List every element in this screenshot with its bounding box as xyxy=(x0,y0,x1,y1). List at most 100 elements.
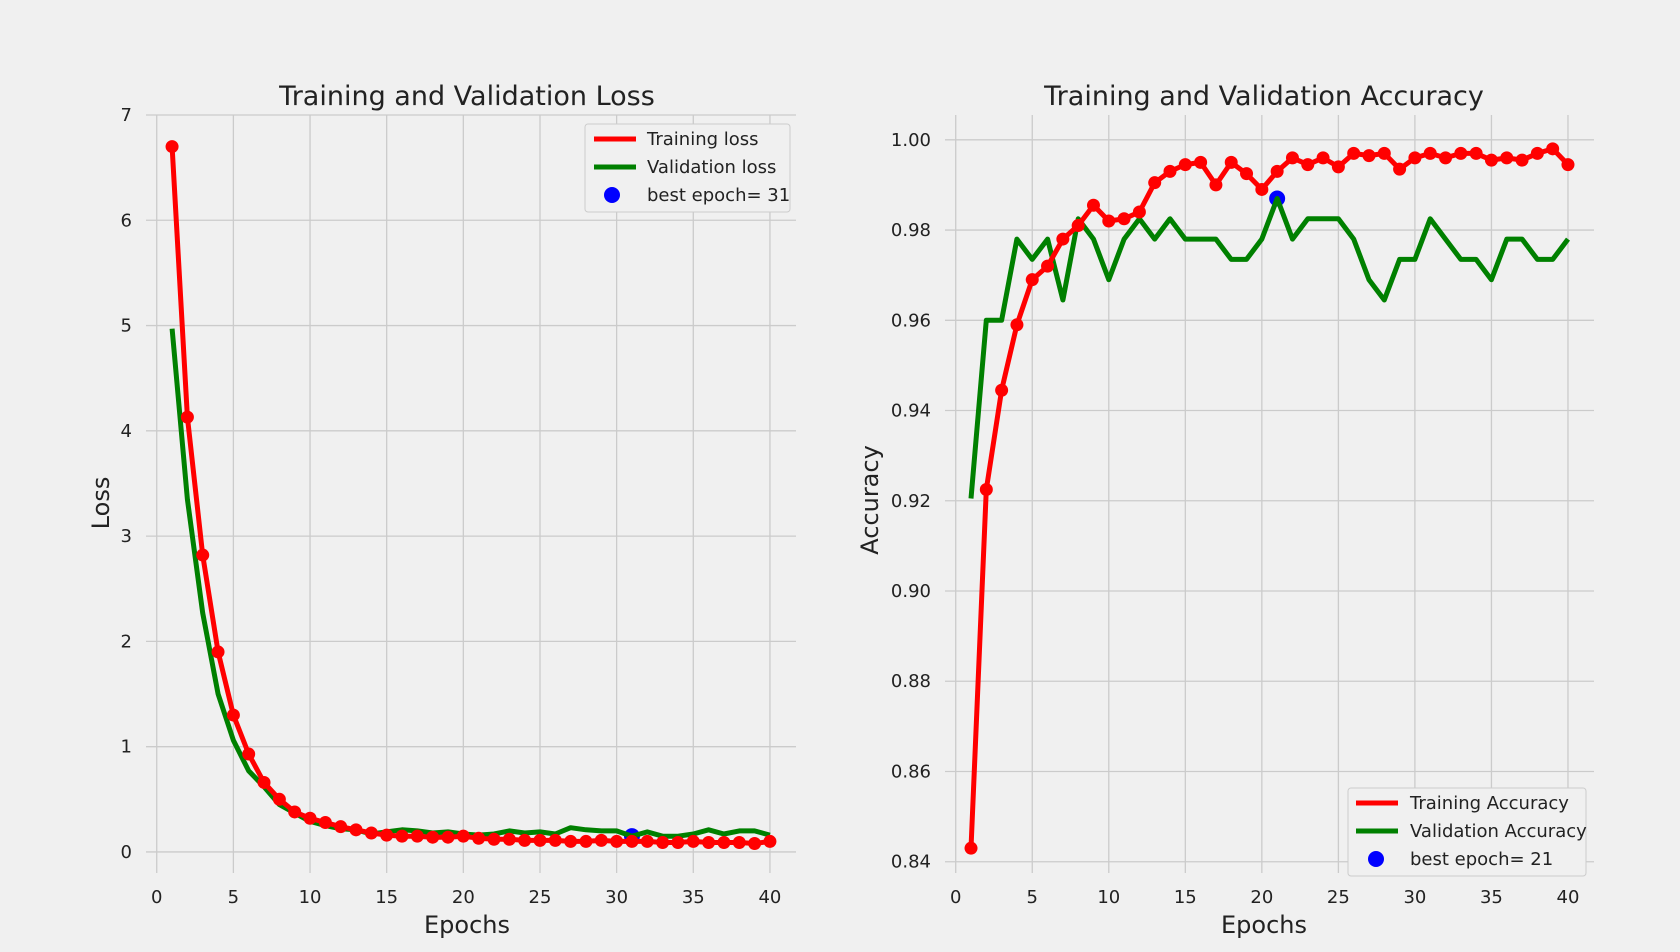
accuracy-chart: Training and Validation Accuracy Epochs … xyxy=(856,81,1594,939)
training-point xyxy=(1454,146,1468,160)
training-point xyxy=(1469,146,1483,160)
training-point xyxy=(748,837,762,851)
y-tick-label: 0.84 xyxy=(891,852,931,873)
training-point xyxy=(456,829,470,843)
training-point xyxy=(579,834,593,848)
training-point xyxy=(1301,158,1315,172)
legend-best-epoch-label: best epoch= 31 xyxy=(647,185,790,206)
y-tick-label: 3 xyxy=(121,526,132,547)
loss-chart: Training and Validation Loss Epochs Loss… xyxy=(87,81,796,939)
y-tick-label: 0.86 xyxy=(891,761,931,782)
training-series-line xyxy=(169,146,771,846)
training-point xyxy=(548,833,562,847)
y-tick-label: 2 xyxy=(121,631,132,652)
x-tick-label: 30 xyxy=(605,887,628,908)
training-point xyxy=(395,829,409,843)
x-tick-label: 0 xyxy=(950,887,961,908)
validation-series-line xyxy=(169,328,771,839)
training-point xyxy=(242,747,256,761)
y-tick-label: 1 xyxy=(121,737,132,758)
training-point xyxy=(1331,160,1345,174)
training-point xyxy=(1515,153,1529,167)
y-tick-label: 0.96 xyxy=(891,310,931,331)
legend-training-loss-label: Training loss xyxy=(646,129,759,150)
training-point xyxy=(1316,151,1330,165)
training-point xyxy=(334,820,348,834)
training-point xyxy=(1010,318,1024,332)
loss-chart-ylabel: Loss xyxy=(87,477,115,530)
y-tick-label: 0.88 xyxy=(891,671,931,692)
x-tick-label: 5 xyxy=(228,887,239,908)
training-point xyxy=(1408,151,1422,165)
training-point xyxy=(964,841,978,855)
training-point xyxy=(364,826,378,840)
training-point xyxy=(410,829,424,843)
training-point xyxy=(1041,259,1055,273)
training-point xyxy=(995,383,1009,397)
legend-best-epoch-marker xyxy=(1368,851,1384,867)
legend-box xyxy=(1347,787,1587,877)
y-tick-label: 0.92 xyxy=(891,491,931,512)
loss-chart-legend: Training loss Validation loss best epoch… xyxy=(584,123,791,213)
training-point xyxy=(671,835,685,849)
x-tick-label: 0 xyxy=(151,887,162,908)
legend-validation-loss-label: Validation loss xyxy=(647,157,776,178)
y-tick-label: 4 xyxy=(121,421,132,442)
training-point xyxy=(686,834,700,848)
training-point xyxy=(211,645,225,659)
training-point xyxy=(487,832,501,846)
training-point xyxy=(1148,176,1162,190)
training-point xyxy=(1178,158,1192,172)
training-point xyxy=(196,548,210,562)
loss-chart-grid xyxy=(146,114,796,873)
training-point xyxy=(1546,142,1560,156)
y-tick-label: 0.90 xyxy=(891,581,931,602)
x-tick-label: 40 xyxy=(758,887,781,908)
validation-series-line xyxy=(968,196,1570,499)
training-point xyxy=(1117,212,1131,226)
training-point xyxy=(656,835,670,849)
training-point xyxy=(380,828,394,842)
training-point xyxy=(1270,164,1284,178)
training-point xyxy=(502,832,516,846)
y-tick-label: 6 xyxy=(121,210,132,231)
training-point xyxy=(1285,151,1299,165)
training-point xyxy=(518,833,532,847)
training-point xyxy=(1347,146,1361,160)
training-point xyxy=(763,834,777,848)
training-point xyxy=(226,708,240,722)
training-point xyxy=(472,831,486,845)
training-point xyxy=(1132,205,1146,219)
x-tick-label: 5 xyxy=(1027,887,1038,908)
training-point xyxy=(717,835,731,849)
training-point xyxy=(1163,164,1177,178)
training-point xyxy=(272,792,286,806)
x-tick-label: 40 xyxy=(1557,887,1580,908)
accuracy-chart-ticks: 0 5 10 15 20 25 30 35 40 0.84 0.86 0.88 0.90 0.92 0.94… xyxy=(891,130,1580,908)
y-tick-label: 5 xyxy=(121,316,132,337)
training-point xyxy=(1240,167,1254,181)
x-tick-label: 20 xyxy=(1250,887,1273,908)
legend-training-accuracy-label: Training Accuracy xyxy=(1409,793,1569,814)
loss-chart-ticks: 0 5 10 15 20 25 30 35 40 0 1 2 3 4 5 6 7 xyxy=(121,105,782,908)
training-point xyxy=(1025,273,1039,287)
training-point xyxy=(1500,151,1514,165)
training-point xyxy=(180,410,194,424)
training-point xyxy=(702,835,716,849)
accuracy-chart-ylabel: Accuracy xyxy=(856,445,884,555)
x-tick-label: 20 xyxy=(452,887,475,908)
training-point xyxy=(1484,153,1498,167)
accuracy-chart-grid xyxy=(945,115,1594,873)
loss-chart-xlabel: Epochs xyxy=(424,911,510,939)
training-point xyxy=(625,834,639,848)
legend-best-epoch-label: best epoch= 21 xyxy=(1410,849,1553,870)
training-point xyxy=(1393,162,1407,176)
x-tick-label: 25 xyxy=(529,887,552,908)
x-tick-label: 35 xyxy=(682,887,705,908)
training-point xyxy=(1056,232,1070,246)
legend-box xyxy=(584,123,791,213)
loss-chart-plot-area xyxy=(165,140,777,851)
training-point xyxy=(1377,146,1391,160)
training-point xyxy=(1071,219,1085,233)
training-point xyxy=(441,830,455,844)
